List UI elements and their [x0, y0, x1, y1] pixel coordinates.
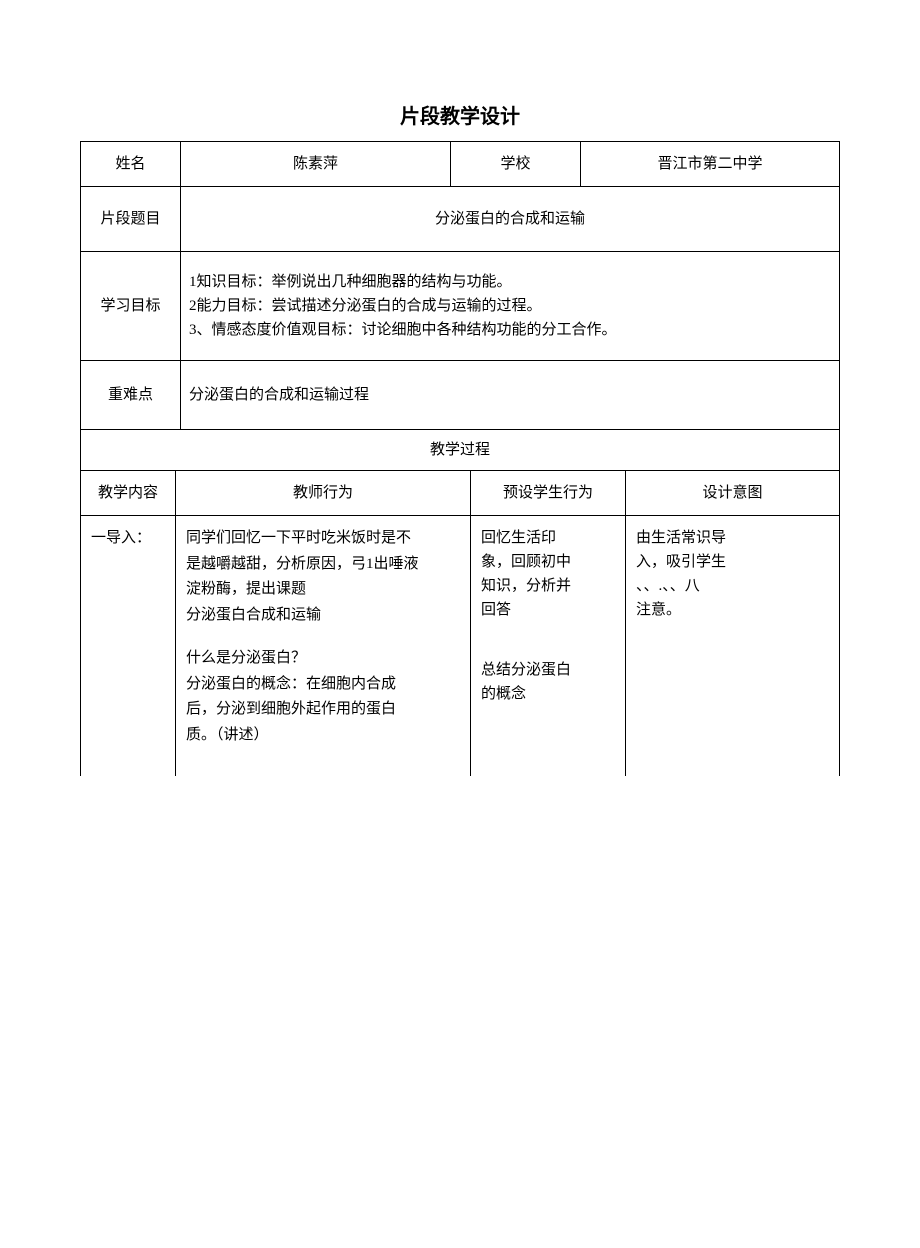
process-columns-header: 教学内容 教师行为 预设学生行为 设计意图 — [81, 471, 840, 516]
student-p1-l2: 象，回顾初中 — [481, 550, 615, 574]
teacher-p2-l4: 质。（讲述） — [186, 723, 460, 749]
teacher-p1-l4: 分泌蛋白合成和运输 — [186, 603, 460, 629]
student-cell: 回忆生活印 象，回顾初中 知识，分析并 回答 总结分泌蛋白 的概念 — [471, 516, 626, 776]
student-p1-l4: 回答 — [481, 598, 615, 622]
intent-l1: 由生活常识导 — [636, 526, 829, 550]
teacher-p2-l1: 什么是分泌蛋白？ — [186, 646, 460, 672]
row-objectives: 学习目标 1知识目标：举例说出几种细胞器的结构与功能。 2能力目标：尝试描述分泌… — [81, 252, 840, 361]
obj-line-2: 2能力目标：尝试描述分泌蛋白的合成与运输的过程。 — [189, 294, 831, 318]
teacher-cell: 同学们回忆一下平时吃米饭时是不 是越嚼越甜，分析原因，弓1出唾液 淀粉酶，提出课… — [176, 516, 471, 776]
content-cell: 一导入： — [81, 516, 176, 776]
obj-line-1: 1知识目标：举例说出几种细胞器的结构与功能。 — [189, 270, 831, 294]
process-table: 教学内容 教师行为 预设学生行为 设计意图 一导入： 同学们回忆一下平时吃米饭时… — [80, 471, 840, 776]
process-header: 教学过程 — [81, 430, 840, 471]
teacher-p1-l3: 淀粉酶，提出课题 — [186, 577, 460, 603]
topic-value: 分泌蛋白的合成和运输 — [181, 187, 840, 252]
difficulty-value: 分泌蛋白的合成和运输过程 — [181, 361, 840, 430]
lesson-plan-table: 姓名 陈素萍 学校 晋江市第二中学 片段题目 分泌蛋白的合成和运输 学习目标 1… — [80, 141, 840, 471]
row-topic: 片段题目 分泌蛋白的合成和运输 — [81, 187, 840, 252]
col-content: 教学内容 — [81, 471, 176, 516]
process-content-row: 一导入： 同学们回忆一下平时吃米饭时是不 是越嚼越甜，分析原因，弓1出唾液 淀粉… — [81, 516, 840, 776]
student-p1-l3: 知识，分析并 — [481, 574, 615, 598]
teacher-p1-l2: 是越嚼越甜，分析原因，弓1出唾液 — [186, 552, 460, 578]
topic-label: 片段题目 — [81, 187, 181, 252]
name-label: 姓名 — [81, 142, 181, 187]
col-teacher: 教师行为 — [176, 471, 471, 516]
teacher-p2-l3: 后，分泌到细胞外起作用的蛋白 — [186, 697, 460, 723]
row-difficulty: 重难点 分泌蛋白的合成和运输过程 — [81, 361, 840, 430]
student-p2-l2: 的概念 — [481, 682, 615, 706]
col-intent: 设计意图 — [626, 471, 840, 516]
row-process-header: 教学过程 — [81, 430, 840, 471]
obj-line-3: 3、情感态度价值观目标：讨论细胞中各种结构功能的分工合作。 — [189, 318, 831, 342]
intent-l3: 、、.、、八 — [636, 574, 829, 598]
intent-l2: 入，吸引学生 — [636, 550, 829, 574]
intent-cell: 由生活常识导 入，吸引学生 、、.、、八 注意。 — [626, 516, 840, 776]
difficulty-label: 重难点 — [81, 361, 181, 430]
school-value: 晋江市第二中学 — [581, 142, 840, 187]
name-value: 陈素萍 — [181, 142, 451, 187]
student-p1-l1: 回忆生活印 — [481, 526, 615, 550]
teacher-p2-l2: 分泌蛋白的概念：在细胞内合成 — [186, 672, 460, 698]
col-student: 预设学生行为 — [471, 471, 626, 516]
teacher-p1-l1: 同学们回忆一下平时吃米饭时是不 — [186, 526, 460, 552]
school-label: 学校 — [451, 142, 581, 187]
row-name-school: 姓名 陈素萍 学校 晋江市第二中学 — [81, 142, 840, 187]
intent-l4: 注意。 — [636, 598, 829, 622]
document-title: 片段教学设计 — [80, 100, 840, 129]
objectives-value: 1知识目标：举例说出几种细胞器的结构与功能。 2能力目标：尝试描述分泌蛋白的合成… — [181, 252, 840, 361]
student-p2-l1: 总结分泌蛋白 — [481, 658, 615, 682]
objectives-label: 学习目标 — [81, 252, 181, 361]
